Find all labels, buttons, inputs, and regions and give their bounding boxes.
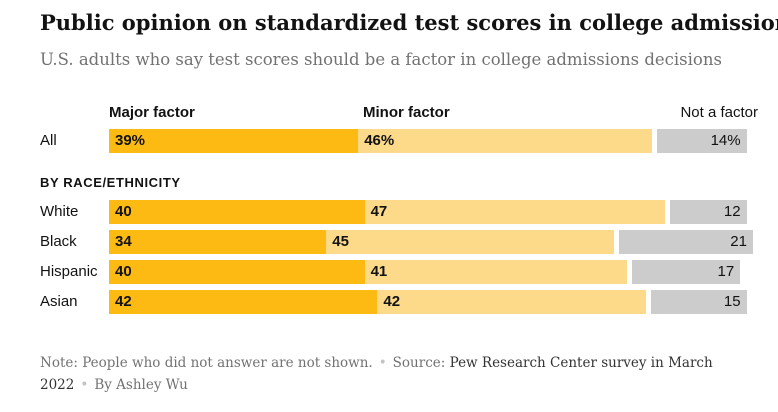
- bar-all-minor-factor: [358, 129, 653, 153]
- bar-white-minor-factor: [364, 200, 665, 224]
- value-label-black-minor-factor: 45: [332, 233, 349, 250]
- section-label-race-ethnicity: BY RACE/ETHNICITY: [40, 175, 181, 190]
- bar-white-major-factor: [109, 200, 365, 224]
- bar-all-not-a-factor: [657, 129, 747, 153]
- value-label-hispanic-minor-factor: 41: [370, 263, 388, 280]
- bar-white-not-a-factor: [669, 200, 747, 224]
- value-label-all-minor-factor: 46%: [364, 132, 395, 149]
- row-label-asian: Asian: [40, 293, 78, 310]
- value-label-asian-minor-factor: 42: [383, 293, 401, 310]
- byline: By Ashley Wu: [94, 377, 188, 393]
- value-label-black-not-a-factor: 21: [730, 233, 747, 250]
- bar-hispanic-minor-factor: [364, 260, 627, 284]
- bar-hispanic-not-a-factor: [631, 260, 741, 284]
- bar-asian-major-factor: [109, 290, 378, 314]
- source-label: Source:: [392, 355, 446, 371]
- chart-subtitle: U.S. adults who say test scores should b…: [40, 50, 722, 69]
- value-label-asian-not-a-factor: 15: [723, 293, 741, 310]
- bar-black-minor-factor: [326, 230, 614, 254]
- bar-all-major-factor: [109, 129, 359, 153]
- value-label-white-minor-factor: 47: [370, 203, 388, 220]
- legend-not-a-factor: Not a factor: [680, 104, 758, 121]
- row-label-black: Black: [40, 233, 77, 250]
- bar-asian-minor-factor: [377, 290, 646, 314]
- value-label-hispanic-not-a-factor: 17: [717, 263, 735, 280]
- value-label-white-major-factor: 40: [115, 203, 132, 220]
- separator-dot: •: [80, 377, 89, 393]
- bar-black-not-a-factor: [618, 230, 753, 254]
- value-label-all-major-factor: 39%: [115, 132, 146, 149]
- bar-hispanic-major-factor: [109, 260, 365, 284]
- value-label-hispanic-major-factor: 40: [115, 263, 132, 280]
- bar-asian-not-a-factor: [650, 290, 747, 314]
- value-label-white-not-a-factor: 12: [723, 203, 741, 220]
- row-label-all: All: [40, 132, 57, 149]
- note-text: Note: People who did not answer are not …: [40, 355, 373, 371]
- legend-minor-factor: Minor factor: [363, 104, 450, 121]
- source-text: Pew Research Center survey in March 2022: [40, 355, 713, 393]
- value-label-black-major-factor: 34: [115, 233, 132, 250]
- value-label-asian-major-factor: 42: [115, 293, 132, 310]
- value-label-all-not-a-factor: 14%: [710, 132, 741, 149]
- separator-dot: •: [378, 355, 387, 371]
- chart-title: Public opinion on standardized test scor…: [40, 10, 778, 35]
- bar-black-major-factor: [109, 230, 327, 254]
- row-label-hispanic: Hispanic: [40, 263, 98, 280]
- footer-note: Note: People who did not answer are not …: [40, 352, 730, 396]
- row-label-white: White: [40, 203, 79, 220]
- legend-major-factor: Major factor: [109, 104, 195, 121]
